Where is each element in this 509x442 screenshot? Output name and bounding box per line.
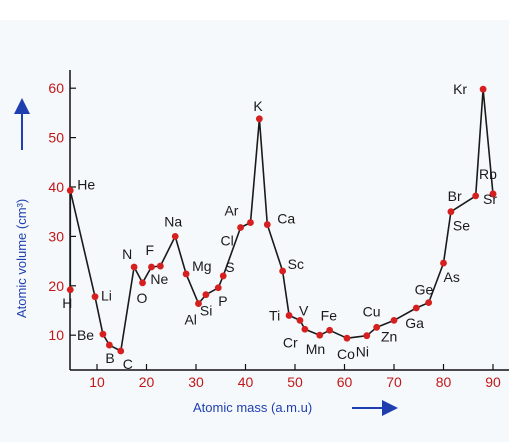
element-label-sr: Sr: [483, 191, 497, 207]
data-point-ar: [247, 219, 254, 226]
element-label-ga: Ga: [405, 315, 424, 331]
data-point-sr: [489, 190, 497, 198]
data-point-p: [214, 284, 222, 292]
element-label-mg: Mg: [192, 258, 211, 274]
data-point-h: [66, 286, 74, 294]
data-point-ga: [412, 304, 420, 312]
element-label-rb: Rb: [479, 166, 497, 182]
data-point-ni: [363, 332, 371, 340]
x-tick-label: 20: [139, 374, 155, 390]
tick-labels: 10 20 30 40 50 60 70 80 90 10 20 30 40 50 60: [48, 80, 501, 390]
x-tick-label: 60: [337, 374, 353, 390]
data-point-as: [440, 259, 447, 267]
y-tick-label: 50: [48, 130, 64, 146]
element-label-zn: Zn: [381, 328, 397, 344]
element-label-o: O: [137, 290, 148, 306]
x-axis-title: Atomic mass (a.m.u): [193, 400, 312, 415]
data-point-o: [139, 279, 146, 287]
y-tick-label: 30: [48, 228, 64, 244]
data-point-mg: [182, 270, 190, 278]
element-label-he: He: [77, 176, 95, 192]
x-tick-label: 40: [238, 374, 254, 390]
element-label-s: S: [225, 259, 234, 275]
data-point-cr: [301, 325, 309, 333]
data-point-ne: [156, 262, 164, 270]
element-label-h: H: [62, 295, 72, 311]
data-point-f: [148, 263, 155, 271]
element-label-si: Si: [200, 303, 212, 319]
data-point-cu: [373, 323, 381, 331]
data-point-na: [171, 233, 179, 240]
data-point-mn: [316, 331, 324, 339]
data-point-li: [91, 293, 99, 301]
data-point-br: [472, 192, 480, 200]
data-point-fe: [326, 326, 334, 334]
element-label-k: K: [253, 98, 263, 114]
element-label-ni: Ni: [356, 344, 369, 360]
element-label-co: Co: [337, 346, 355, 362]
top-strip: [0, 0, 509, 20]
data-point-n: [130, 263, 138, 271]
element-label-ti: Ti: [269, 307, 280, 323]
element-label-n: N: [122, 246, 132, 262]
data-point-cl: [237, 224, 244, 231]
data-point-kr: [479, 85, 487, 93]
x-tick-label: 80: [436, 374, 452, 390]
element-label-mn: Mn: [306, 341, 325, 357]
element-label-as: As: [444, 269, 460, 285]
element-label-na: Na: [164, 213, 182, 229]
data-point-sc: [279, 267, 287, 275]
element-label-cr: Cr: [283, 334, 298, 350]
data-point-si: [202, 291, 210, 299]
element-label-ge: Ge: [415, 282, 434, 298]
data-point-c: [117, 347, 125, 355]
y-tick-label: 40: [48, 179, 64, 195]
data-point-se: [447, 208, 455, 216]
element-label-cu: Cu: [363, 303, 381, 319]
data-points: [66, 85, 497, 355]
element-label-li: Li: [101, 288, 112, 304]
element-label-b: B: [105, 350, 114, 366]
axis-titles: Atomic mass (a.m.u) Atomic volume (cm³): [14, 98, 398, 416]
element-label-ar: Ar: [224, 203, 238, 219]
element-label-f: F: [145, 242, 154, 258]
x-tick-label: 30: [188, 374, 204, 390]
x-tick-label: 10: [89, 374, 105, 390]
x-tick-label: 90: [485, 374, 501, 390]
element-label-c: C: [123, 356, 133, 372]
data-point-al: [195, 300, 202, 307]
data-point-k: [255, 115, 263, 123]
data-point-ge: [425, 299, 433, 306]
element-label-sc: Sc: [288, 256, 304, 272]
x-tick-label: 70: [386, 374, 402, 390]
data-point-s: [219, 272, 227, 280]
data-point-co: [343, 334, 351, 342]
element-label-be: Be: [77, 327, 94, 343]
element-label-al: Al: [184, 312, 196, 328]
element-label-ca: Ca: [277, 211, 295, 227]
y-axis-title: Atomic volume (cm³): [14, 199, 29, 318]
data-point-v: [296, 316, 304, 324]
data-point-zn: [390, 316, 398, 324]
element-label-ne: Ne: [150, 271, 168, 287]
y-tick-label: 20: [48, 278, 64, 294]
data-point-b: [105, 341, 113, 349]
element-label-p: P: [218, 293, 227, 309]
y-tick-label: 60: [48, 80, 64, 96]
element-label-fe: Fe: [321, 307, 338, 323]
data-point-be: [99, 330, 107, 338]
element-label-br: Br: [448, 188, 462, 204]
data-point-ti: [285, 312, 293, 319]
data-point-he: [66, 187, 74, 194]
x-tick-label: 50: [287, 374, 303, 390]
data-point-ca: [263, 221, 271, 228]
element-label-cl: Cl: [221, 233, 234, 249]
y-tick-label: 10: [48, 327, 64, 343]
element-label-kr: Kr: [453, 81, 467, 97]
element-label-v: V: [299, 302, 309, 318]
element-label-se: Se: [453, 218, 470, 234]
